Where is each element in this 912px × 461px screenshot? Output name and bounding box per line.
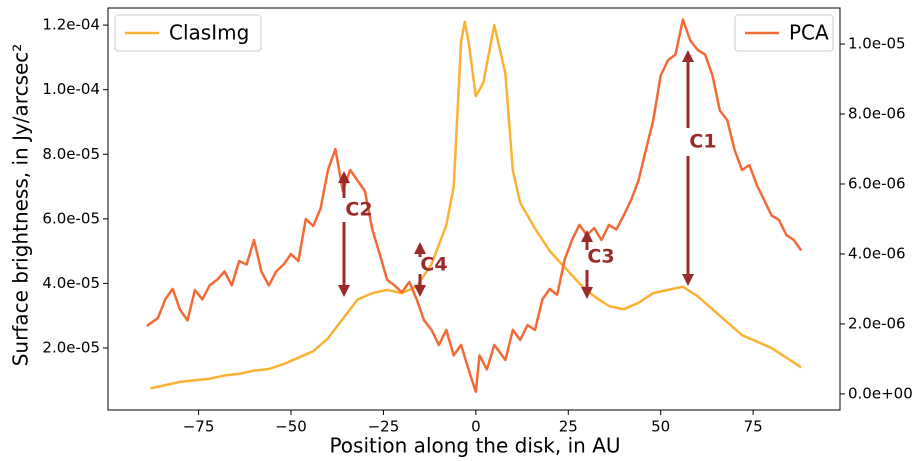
y-tick-label: 8.0e-05 (42, 145, 100, 163)
y2-tick-label: 2.0e-06 (848, 314, 906, 332)
legend-box (114, 14, 262, 52)
legend-label: ClasImg (169, 21, 249, 45)
x-tick-label: −25 (368, 418, 400, 436)
y2-tick-label: 6.0e-06 (848, 174, 906, 192)
y2-tick-label: 0.0e+00 (848, 384, 912, 402)
annotation-label: C1 (689, 131, 716, 153)
y-tick-label: 1.0e-04 (42, 80, 100, 98)
x-tick-label: 50 (651, 418, 670, 436)
x-tick-label: 75 (744, 418, 763, 436)
y2-tick-label: 8.0e-06 (848, 105, 906, 123)
annotation-label: C2 (345, 199, 372, 221)
y2-tick-label: 4.0e-06 (848, 244, 906, 262)
x-tick-label: 0 (471, 418, 481, 436)
x-tick-label: 25 (559, 418, 578, 436)
plot-frame (107, 7, 841, 411)
y2-tick-label: 1.0e-05 (848, 35, 906, 53)
y-tick-label: 4.0e-05 (42, 274, 100, 292)
x-axis-label: Position along the disk, in AU (329, 434, 620, 458)
annotation-label: C4 (420, 254, 447, 276)
x-tick-label: −75 (183, 418, 215, 436)
y-tick-label: 1.2e-04 (42, 16, 100, 34)
annotation-label: C3 (587, 246, 614, 268)
series-line (146, 18, 803, 394)
x-tick-label: −50 (275, 418, 307, 436)
y-tick-label: 6.0e-05 (42, 209, 100, 227)
series-line (150, 20, 802, 390)
legend-label: PCA (789, 21, 829, 45)
legend-box (734, 14, 834, 52)
y-axis-label: Surface brightness, in Jy/arcsec² (9, 44, 33, 367)
y-tick-label: 2.0e-05 (42, 339, 100, 357)
